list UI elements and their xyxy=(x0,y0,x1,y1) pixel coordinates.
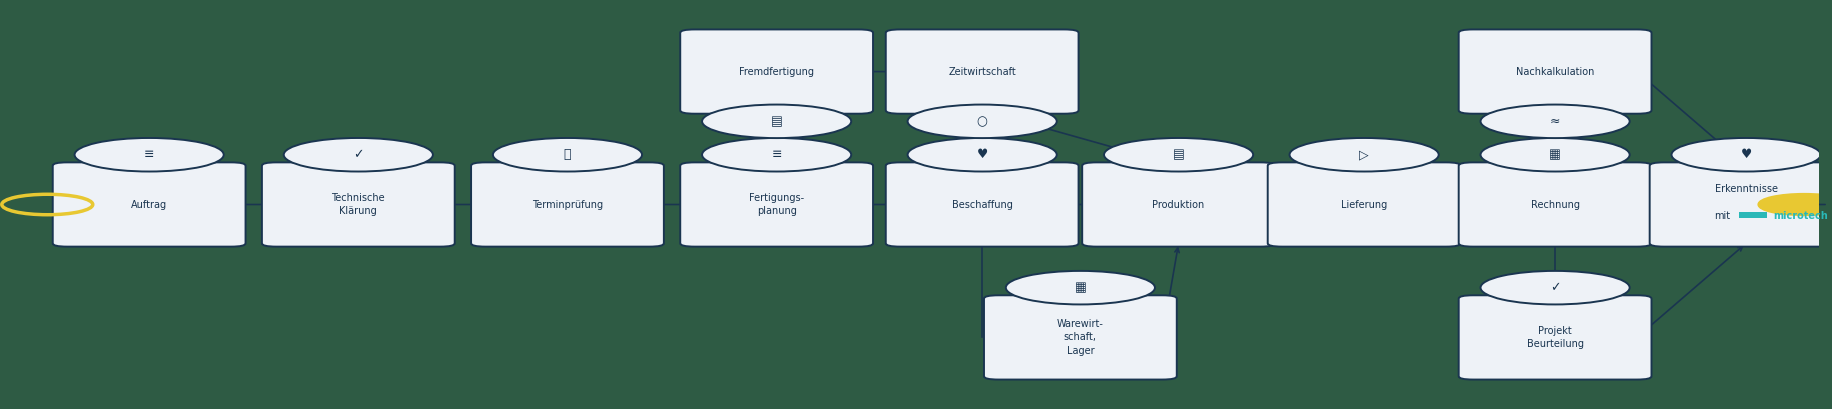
Text: ▤: ▤ xyxy=(771,115,782,128)
FancyBboxPatch shape xyxy=(262,162,454,247)
Text: Erkenntnisse: Erkenntnisse xyxy=(1715,184,1777,194)
Text: ○: ○ xyxy=(976,115,987,128)
Text: Nachkalkulation: Nachkalkulation xyxy=(1515,67,1594,76)
Circle shape xyxy=(1480,138,1630,171)
FancyBboxPatch shape xyxy=(885,162,1079,247)
FancyBboxPatch shape xyxy=(1083,162,1275,247)
FancyBboxPatch shape xyxy=(1458,295,1651,380)
Text: Produktion: Produktion xyxy=(1152,200,1205,209)
Text: Fremdfertigung: Fremdfertigung xyxy=(738,67,813,76)
Text: Warewirt-
schaft,
Lager: Warewirt- schaft, Lager xyxy=(1057,319,1105,355)
FancyBboxPatch shape xyxy=(1268,162,1460,247)
Text: ▷: ▷ xyxy=(1359,148,1369,161)
Text: ♥: ♥ xyxy=(1740,148,1751,161)
Text: ▤: ▤ xyxy=(1172,148,1185,161)
Circle shape xyxy=(284,138,432,171)
Text: Beschaffung: Beschaffung xyxy=(953,200,1013,209)
FancyBboxPatch shape xyxy=(1458,29,1651,114)
Text: Rechnung: Rechnung xyxy=(1530,200,1579,209)
Text: ⧆: ⧆ xyxy=(564,148,572,161)
FancyBboxPatch shape xyxy=(53,162,245,247)
Text: ♥: ♥ xyxy=(976,148,987,161)
Circle shape xyxy=(702,138,852,171)
Circle shape xyxy=(907,138,1057,171)
Circle shape xyxy=(702,105,852,138)
Text: Fertigungs-
planung: Fertigungs- planung xyxy=(749,193,804,216)
Circle shape xyxy=(1671,138,1821,171)
Circle shape xyxy=(1759,194,1832,215)
Text: ▦: ▦ xyxy=(1550,148,1561,161)
Circle shape xyxy=(493,138,641,171)
FancyBboxPatch shape xyxy=(984,295,1176,380)
FancyBboxPatch shape xyxy=(680,29,874,114)
Circle shape xyxy=(1480,271,1630,304)
Text: Technische
Klärung: Technische Klärung xyxy=(332,193,385,216)
Circle shape xyxy=(1290,138,1438,171)
Text: Auftrag: Auftrag xyxy=(132,200,167,209)
Circle shape xyxy=(907,105,1057,138)
Text: ≡: ≡ xyxy=(145,148,154,161)
Text: ≡: ≡ xyxy=(771,148,782,161)
Text: ✓: ✓ xyxy=(354,148,363,161)
FancyBboxPatch shape xyxy=(680,162,874,247)
FancyBboxPatch shape xyxy=(471,162,663,247)
FancyBboxPatch shape xyxy=(885,29,1079,114)
FancyBboxPatch shape xyxy=(1649,162,1832,247)
Text: ▦: ▦ xyxy=(1075,281,1086,294)
Text: microtech: microtech xyxy=(1773,211,1828,221)
Text: ✓: ✓ xyxy=(1550,281,1561,294)
FancyBboxPatch shape xyxy=(1458,162,1651,247)
Circle shape xyxy=(1480,105,1630,138)
Text: Lieferung: Lieferung xyxy=(1341,200,1387,209)
Circle shape xyxy=(75,138,224,171)
Text: Projekt
Beurteilung: Projekt Beurteilung xyxy=(1526,326,1583,349)
Circle shape xyxy=(1105,138,1253,171)
Circle shape xyxy=(1006,271,1154,304)
Text: ≈: ≈ xyxy=(1550,115,1561,128)
Text: Terminprüfung: Terminprüfung xyxy=(531,200,603,209)
Text: mit: mit xyxy=(1715,211,1731,221)
Text: Zeitwirtschaft: Zeitwirtschaft xyxy=(949,67,1017,76)
